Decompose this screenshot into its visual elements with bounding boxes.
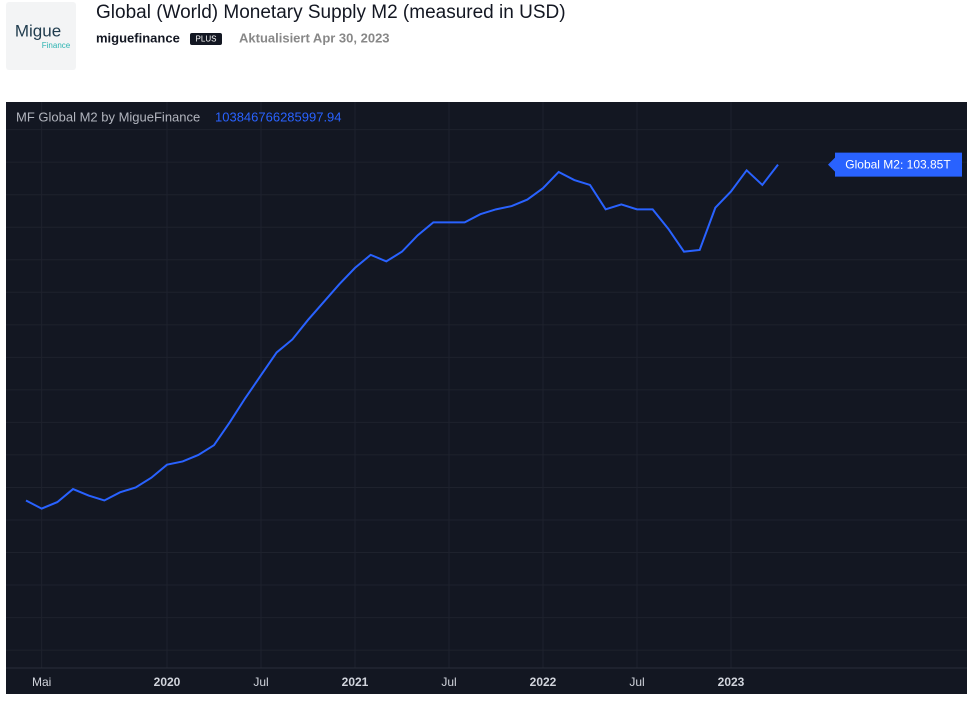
x-tick-label: 2023 [718, 675, 745, 689]
price-callout [828, 152, 962, 177]
x-tick-label: Jul [629, 675, 644, 689]
x-tick-label: 2021 [342, 675, 369, 689]
series-name: Global M2 [845, 158, 900, 172]
logo-box [6, 2, 76, 70]
x-tick-label: 2022 [530, 675, 557, 689]
legend-title: MF Global M2 by MigueFinance [16, 109, 200, 124]
page-title: Global (World) Monetary Supply M2 (measu… [96, 2, 566, 23]
badge-bg [190, 33, 222, 45]
author[interactable]: miguefinance [96, 30, 180, 45]
price-label: Global M2: 103.85T [845, 158, 951, 172]
x-tick-label: Jul [253, 675, 268, 689]
x-tick-label: Jul [441, 675, 456, 689]
badge: PLUS [196, 35, 217, 44]
x-tick-label: 2020 [154, 675, 181, 689]
updated: Aktualisiert Apr 30, 2023 [239, 30, 390, 45]
logo-title: Migue [15, 21, 61, 40]
legend-value: 103846766285997.94 [215, 109, 342, 124]
last-value: 103.85T [907, 158, 952, 172]
line [25, 164, 779, 510]
chart-bg [6, 102, 967, 694]
logo-subtitle: Finance [42, 41, 71, 50]
x-tick-label: Mai [32, 675, 51, 689]
